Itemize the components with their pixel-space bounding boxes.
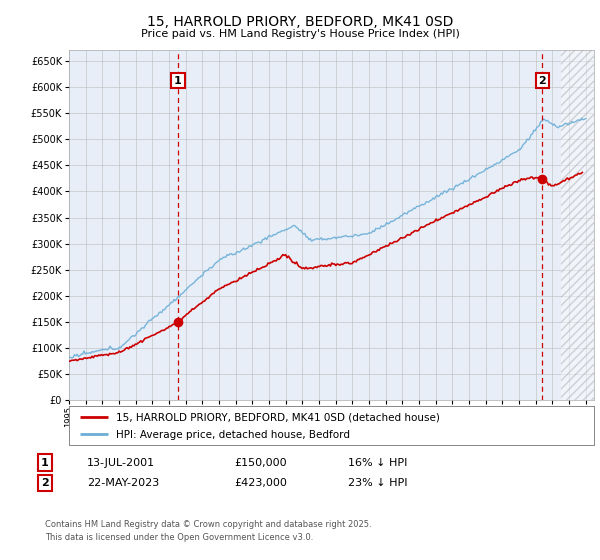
Text: £423,000: £423,000 (234, 478, 287, 488)
Text: 2: 2 (41, 478, 49, 488)
Text: 15, HARROLD PRIORY, BEDFORD, MK41 0SD: 15, HARROLD PRIORY, BEDFORD, MK41 0SD (147, 15, 453, 29)
Text: Price paid vs. HM Land Registry's House Price Index (HPI): Price paid vs. HM Land Registry's House … (140, 29, 460, 39)
Text: 23% ↓ HPI: 23% ↓ HPI (348, 478, 407, 488)
Text: 22-MAY-2023: 22-MAY-2023 (87, 478, 159, 488)
Text: 2: 2 (538, 76, 546, 86)
Text: 1: 1 (174, 76, 182, 86)
Text: 16% ↓ HPI: 16% ↓ HPI (348, 458, 407, 468)
Bar (560, 50, 594, 400)
Text: 13-JUL-2001: 13-JUL-2001 (87, 458, 155, 468)
Text: £150,000: £150,000 (234, 458, 287, 468)
Text: 1: 1 (41, 458, 49, 468)
Text: Contains HM Land Registry data © Crown copyright and database right 2025.
This d: Contains HM Land Registry data © Crown c… (45, 520, 371, 542)
Text: HPI: Average price, detached house, Bedford: HPI: Average price, detached house, Bedf… (116, 430, 350, 440)
Text: 15, HARROLD PRIORY, BEDFORD, MK41 0SD (detached house): 15, HARROLD PRIORY, BEDFORD, MK41 0SD (d… (116, 413, 440, 423)
